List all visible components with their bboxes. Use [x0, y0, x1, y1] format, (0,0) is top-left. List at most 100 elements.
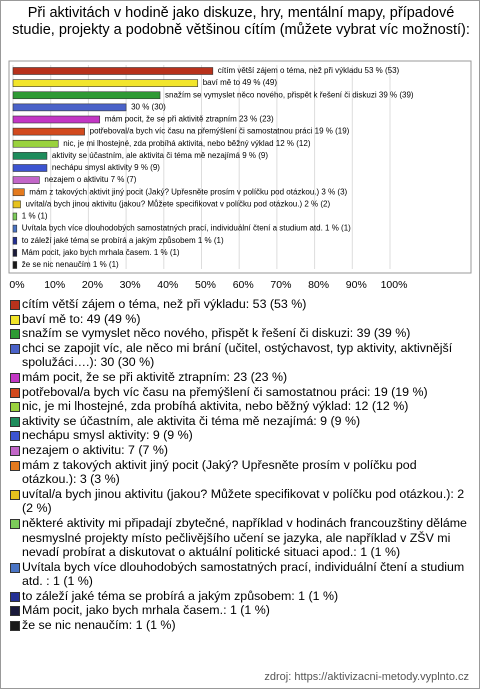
x-tick-label: 70% [270, 279, 291, 291]
legend-swatch [10, 591, 20, 602]
data-label: snažím se vymyslet něco nového, přispět … [165, 90, 414, 99]
legend-item: Uvítala bych více dlouhodobých samostatn… [9, 560, 471, 589]
legend-label: chci se zapojit víc, ale něco mi brání (… [22, 340, 453, 370]
x-tick-label: 30% [120, 279, 141, 291]
data-label: baví mě to 49 % (49) [203, 78, 278, 87]
legend-label: baví mě to: 49 (49 %) [22, 311, 141, 326]
legend-item: chci se zapojit víc, ale něco mi brání (… [9, 341, 471, 370]
legend-swatch [10, 343, 20, 354]
legend-label: to záleží jaké téma se probírá a jakým z… [22, 588, 339, 603]
bar [12, 115, 101, 124]
bar [12, 91, 161, 100]
bar [12, 103, 127, 112]
legend-label: cítím větší zájem o téma, než při výklad… [22, 297, 307, 311]
data-label: cítím větší zájem o téma, než při výklad… [218, 66, 400, 75]
source: zdroj: https://aktivizacni-metody.vyplnt… [264, 671, 469, 683]
legend-swatch [10, 621, 20, 632]
legend-swatch [10, 300, 20, 310]
bar [12, 79, 199, 87]
bar [12, 224, 18, 233]
data-label: nic, je mi lhostejné, zda probíhá aktivi… [63, 139, 311, 148]
legend-item: to záleží jaké téma se probírá a jakým z… [9, 589, 471, 604]
legend-item: uvítal/a bych jinou aktivitu (jakou? Můž… [9, 487, 471, 516]
data-label: aktivity se účastním, ale aktivita či té… [52, 151, 268, 160]
legend-item: mám z takových aktivit jiný pocit (Jaký?… [9, 458, 471, 487]
legend-label: snažím se vymyslet něco nového, přispět … [22, 326, 411, 341]
legend-label: některé aktivity mi připadají zbytečné, … [22, 515, 467, 560]
legend-label: že se nic nenaučím: 1 (1 %) [22, 618, 176, 633]
chart: 0% 10% 20% 30% 40% 50% 60% 70% 80% 90% 100% cítím v… [8, 60, 472, 291]
legend-label: mám z takových aktivit jiný pocit (Jaký?… [22, 457, 417, 487]
legend-item: potřeboval/a bych víc času na přemýšlení… [9, 385, 471, 400]
data-label: uvítal/a bych jinou aktivitu (jakou? Můž… [26, 199, 331, 208]
bar [12, 67, 214, 75]
x-tick-label: 80% [308, 279, 329, 291]
legend-item: baví mě to: 49 (49 %) [9, 312, 471, 327]
x-tick-label: 60% [233, 279, 254, 291]
x-tick-label: 0% [9, 279, 24, 291]
x-tick-label: 50% [195, 279, 216, 291]
bar [12, 249, 18, 257]
legend-label: uvítal/a bych jinou aktivitu (jakou? Můž… [22, 486, 465, 516]
legend-item: Mám pocit, jako bych mrhala časem.: 1 (1… [9, 603, 471, 618]
bar [12, 152, 48, 160]
data-label: 30 % (30) [131, 102, 166, 111]
legend-label: potřeboval/a bych víc času na přemýšlení… [22, 384, 428, 399]
bar [12, 139, 59, 148]
legend-swatch [10, 416, 20, 427]
bar [12, 127, 85, 136]
legend-item: aktivity se účastním, ale aktivita či té… [9, 414, 471, 429]
data-label: to záleží jaké téma se probírá a jakým z… [22, 236, 224, 245]
x-tick-label: 10% [44, 279, 65, 291]
bar [12, 212, 18, 221]
legend-swatch [10, 489, 20, 500]
legend-item: že se nic nenaučím: 1 (1 %) [9, 618, 471, 633]
legend-swatch [10, 562, 20, 573]
legend-swatch [10, 431, 20, 442]
legend-label: nic, je mi lhostejné, zda probíhá aktivi… [22, 399, 409, 414]
legend-item: nezajem o aktivitu: 7 (7 %) [9, 443, 471, 458]
data-label: potřeboval/a bych víc času na přemýšlení… [90, 127, 350, 136]
legend-label: aktivity se účastním, ale aktivita či té… [22, 413, 361, 428]
legend-label: nechápu smysl aktivity: 9 (9 %) [22, 428, 193, 443]
bar [12, 176, 40, 184]
data-label: mám pocit, že se při aktivitě ztrapním 2… [105, 115, 274, 124]
legend-swatch [10, 314, 20, 325]
legend-swatch [10, 402, 20, 413]
data-label: mám z takových aktivit jiný pocit (Jaký?… [29, 187, 347, 196]
data-label: že se nic nenaučím 1 % (1) [22, 260, 119, 269]
chart-title: Při aktivitách v hodině jako diskuze, hr… [12, 5, 470, 38]
bar [12, 164, 48, 172]
legend-label: mám pocit, že se při aktivitě ztrapním: … [22, 369, 288, 384]
legend-swatch [10, 460, 20, 471]
data-label: nechápu smysl aktivity 9 % (9) [52, 163, 160, 172]
legend: cítím větší zájem o téma, než při výklad… [9, 297, 471, 633]
legend-item: některé aktivity mi připadají zbytečné, … [9, 516, 471, 560]
bar [12, 236, 18, 245]
legend-item: snažím se vymyslet něco nového, přispět … [9, 326, 471, 341]
x-tick-label: 100% [381, 279, 408, 291]
data-label: nezajem o aktivitu 7 % (7) [44, 175, 136, 184]
legend-item: mám pocit, že se při aktivitě ztrapním: … [9, 370, 471, 385]
bar [12, 188, 25, 197]
legend-label: Mám pocit, jako bych mrhala časem.: 1 (1… [22, 603, 270, 618]
data-label: 1 % (1) [22, 212, 48, 221]
data-label: Mám pocit, jako bych mrhala časem. 1 % (… [22, 248, 180, 257]
legend-swatch [10, 387, 20, 398]
x-tick-label: 90% [346, 279, 367, 291]
legend-label: nezajem o aktivitu: 7 (7 %) [22, 442, 168, 457]
legend-item: cítím větší zájem o téma, než při výklad… [9, 297, 471, 312]
legend-label: Uvítala bych více dlouhodobých samostatn… [22, 559, 465, 589]
bar [12, 261, 18, 269]
legend-item: nechápu smysl aktivity: 9 (9 %) [9, 428, 471, 443]
data-label: Uvítala bych více dlouhodobých samostatn… [22, 224, 351, 233]
legend-swatch [10, 372, 20, 383]
legend-swatch [10, 606, 20, 617]
legend-swatch [10, 329, 20, 340]
x-tick-label: 20% [82, 279, 103, 291]
bar [12, 200, 21, 209]
legend-swatch [10, 518, 20, 529]
legend-swatch [10, 445, 20, 456]
x-tick-label: 40% [157, 279, 178, 291]
